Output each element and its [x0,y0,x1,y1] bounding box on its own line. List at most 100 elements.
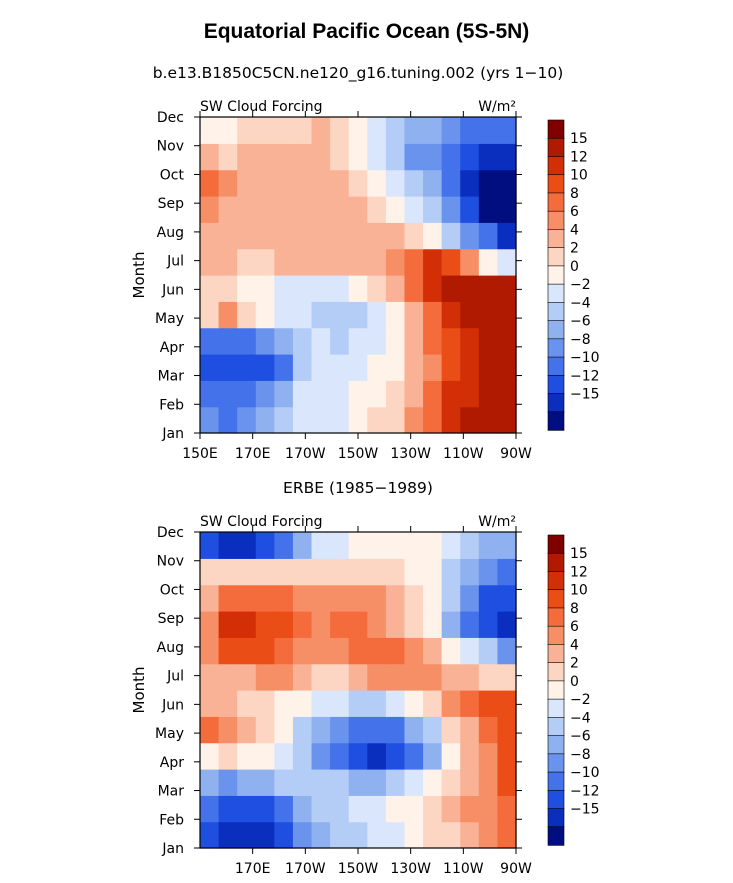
heatmap-cell [348,354,368,381]
heatmap-cell [441,821,461,849]
heatmap-cell [367,716,387,744]
heatmap-cell [237,769,257,796]
heatmap-cell [404,637,424,665]
heatmap-cell [255,637,275,665]
heatmap-cell [330,301,350,329]
colorbar-swatch [547,411,565,431]
heatmap-cell [385,196,406,223]
colorbar-label: −15 [570,802,600,818]
heatmap-cell [497,742,517,770]
heatmap-cell [460,821,480,849]
heatmap-cell [478,222,499,250]
heatmap-cell [497,716,517,744]
heatmap-cell [292,663,313,691]
heatmap-cell [460,248,480,276]
heatmap-cell [237,821,257,849]
heatmap-cell [255,380,275,408]
heatmap-cell [292,716,313,744]
heatmap-cell [404,558,424,586]
heatmap-cell [292,169,313,197]
heatmap-cell [218,532,238,559]
colorbar-swatch [547,119,565,139]
heatmap-cell [385,117,406,144]
heatmap-cell [348,584,368,612]
heatmap-cell [497,143,517,171]
colorbar-label: 2 [570,241,579,257]
heatmap-cell [367,301,387,329]
heatmap-cell [200,742,220,770]
heatmap-cell [348,769,368,796]
heatmap-cell [385,532,406,559]
heatmap-cell [385,143,406,171]
heatmap-cell [367,380,387,408]
heatmap-cell [348,742,368,770]
heatmap-cell [478,196,499,223]
heatmap-cell [460,406,480,434]
heatmap-cell [423,637,443,665]
colorbar-swatch [547,589,565,609]
heatmap-cell [200,222,220,250]
heatmap-cell [497,275,517,302]
colorbar-swatch [547,571,565,591]
heatmap-cell [274,275,294,302]
heatmap-cell [292,354,313,381]
figure-title: Equatorial Pacific Ocean (5S-5N) [203,20,530,43]
heatmap-cell [385,354,406,381]
heatmap-cell [348,663,368,691]
colorbar-swatch [547,789,565,810]
heatmap-cell [497,663,517,691]
heatmap-cell [200,532,220,559]
heatmap-cell [292,143,313,171]
heatmap-cell [218,742,238,770]
heatmap-cell [237,406,257,434]
heatmap-cell [200,558,220,586]
colorbar-label: −12 [570,783,600,799]
heatmap-cell [218,275,238,302]
heatmap-cell [218,821,238,849]
heatmap-cell [367,327,387,355]
y-tick-label: Nov [157,139,184,155]
colorbar-label: 2 [570,656,579,672]
heatmap-cell [460,584,480,612]
panel-left-label: SW Cloud Forcing [200,99,323,115]
heatmap-cell [330,558,350,586]
heatmap-cell [218,327,238,355]
colorbar-swatch [547,137,565,158]
heatmap-cell [311,795,331,823]
heatmap-cell [404,380,424,408]
colorbar-swatch [547,174,565,194]
heatmap-cell [200,354,220,381]
heatmap-cell [497,795,517,823]
heatmap-cell [274,196,294,223]
heatmap-cell [385,821,406,849]
heatmap-cell [274,327,294,355]
heatmap-cell [460,795,480,823]
heatmap-cell [237,690,257,717]
heatmap-cell [218,222,238,250]
heatmap-cell [404,821,424,849]
heatmap-cell [274,143,294,171]
heatmap-cell [404,117,424,144]
colorbar-swatch [547,808,565,828]
heatmap-cell [348,795,368,823]
heatmap-cell [423,406,443,434]
heatmap-cell [218,406,238,434]
heatmap-cell [348,821,368,849]
heatmap-cell [478,611,499,638]
heatmap-cell [441,742,461,770]
heatmap-cell [441,769,461,796]
heatmap-cell [497,248,517,276]
colorbar-swatch [547,607,565,627]
heatmap-cell [441,117,461,144]
heatmap-cell [497,611,517,638]
heatmap-cell [404,406,424,434]
heatmap-cell [255,769,275,796]
heatmap-cell [385,301,406,329]
panel-erbe: ERBE (1985−1989) SW Cloud Forcing W/m² Jan F… [130,479,600,877]
heatmap-cell [255,117,275,144]
heatmap-cell [497,380,517,408]
y-tick-label: Mar [158,369,185,385]
heatmap-cell [478,558,499,586]
heatmap-cell [441,611,461,638]
